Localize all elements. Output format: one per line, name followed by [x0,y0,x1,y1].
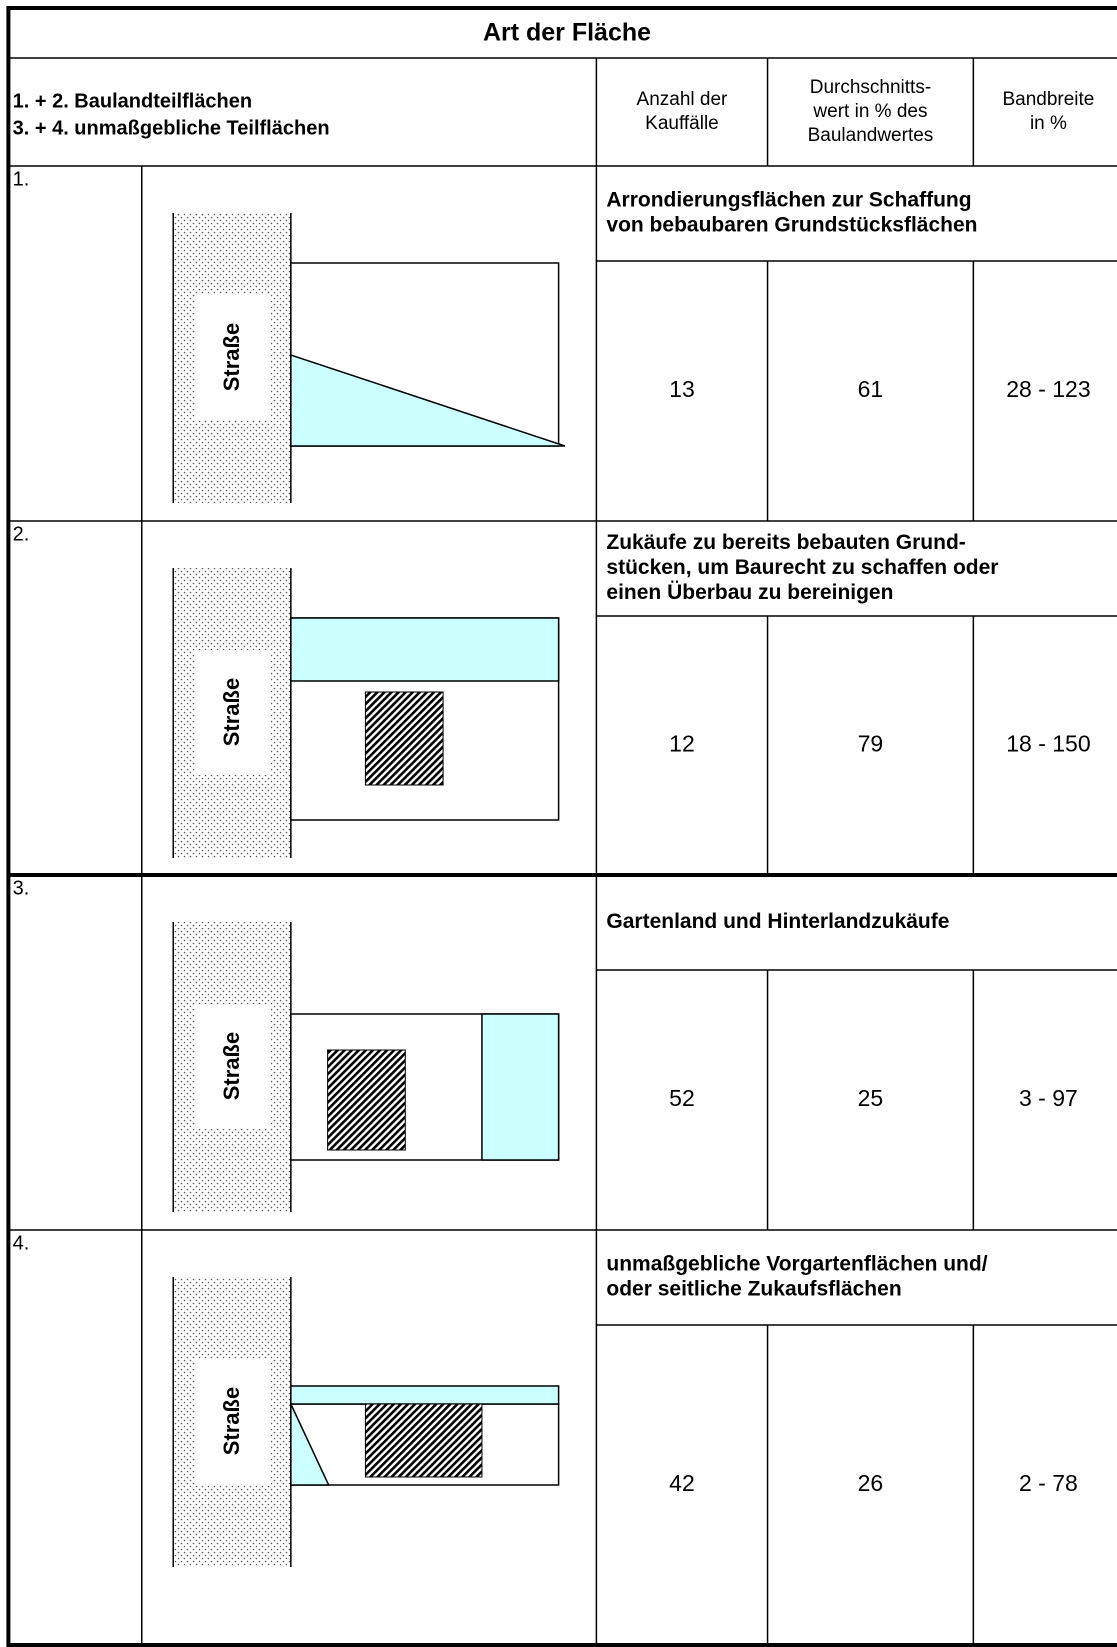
cell-average: 26 [858,1470,884,1496]
row-number: 4. [13,1232,30,1254]
cell-average: 25 [858,1085,884,1111]
partial-area [481,1013,560,1161]
partial-area [290,353,566,447]
header-count: Anzahl der [637,89,729,110]
street-label-box [195,650,271,775]
cell-count: 12 [669,731,695,757]
row-number: 3. [13,877,30,899]
cell-count: 13 [669,376,695,402]
description: Gartenland und Hinterlandzukäufe [606,910,949,933]
header-count: Kauffälle [645,113,719,134]
cell-range: 2 - 78 [1019,1470,1078,1496]
header-range: Bandbreite [1002,89,1094,110]
description: Arrondierungsflächen zur Schaffung [606,189,971,212]
cell-count: 42 [669,1470,695,1496]
description: einen Überbau zu bereinigen [606,581,893,604]
partial-area [290,1385,560,1405]
street-label-box [195,1004,271,1129]
header-average: Baulandwertes [808,125,934,146]
street-label-box [195,295,271,420]
building [364,1403,483,1478]
description: Zukäufe zu bereits bebauten Grund- [606,531,965,554]
building [364,691,444,786]
street-label-box [195,1359,271,1484]
row-number: 2. [13,523,30,545]
street-label: Straße [219,678,244,746]
cell-range: 18 - 150 [1006,731,1090,757]
header-average: wert in % des [812,101,927,122]
street-label: Straße [219,1032,244,1100]
cell-count: 52 [669,1085,695,1111]
header-range: in % [1030,113,1067,134]
description: stücken, um Baurecht zu schaffen oder [606,556,998,579]
title: Art der Fläche [483,19,651,47]
partial-area [290,1403,330,1486]
cell-average: 79 [858,731,884,757]
cell-range: 3 - 97 [1019,1085,1078,1111]
header-average: Durchschnitts- [810,77,931,98]
street-label: Straße [219,1387,244,1455]
street-label: Straße [219,323,244,391]
cell-range: 28 - 123 [1006,376,1090,402]
table-frame [6,6,1117,1647]
building [327,1049,406,1151]
description: oder seitliche Zukaufsflächen [606,1278,901,1301]
header-left: 3. + 4. unmaßgebliche Teilflächen [13,117,330,139]
row-number: 1. [13,168,30,190]
description: unmaßgebliche Vorgartenflächen und/ [606,1253,987,1276]
cell-average: 61 [858,376,884,402]
partial-area [290,617,560,682]
description: von bebaubaren Grundstücksflächen [606,214,977,237]
header-left: 1. + 2. Baulandteilflächen [13,90,253,112]
